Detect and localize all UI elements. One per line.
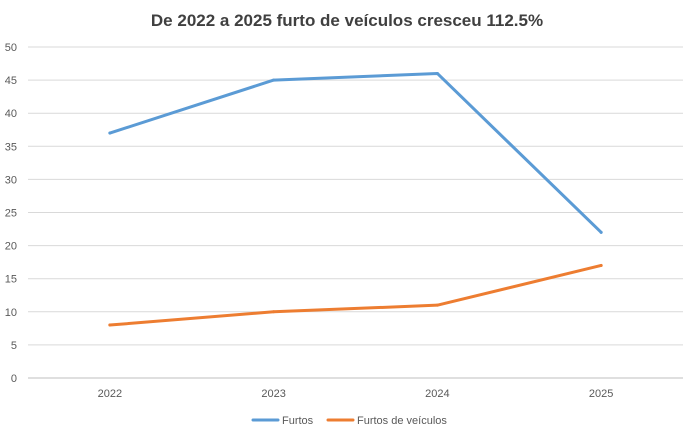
series-lines xyxy=(108,71,603,327)
legend-label: Furtos xyxy=(282,415,314,427)
x-tick-label: 2023 xyxy=(261,388,285,400)
y-tick-label: 10 xyxy=(5,307,17,319)
data-point xyxy=(435,303,439,307)
legend-label: Furtos de veículos xyxy=(357,415,447,427)
data-point xyxy=(272,78,276,82)
y-tick-label: 5 xyxy=(11,340,17,352)
y-tick-label: 45 xyxy=(5,75,17,87)
x-tick-label: 2024 xyxy=(425,388,449,400)
y-axis-ticks: 0 5 10 15 20 25 30 35 40 45 50 xyxy=(5,42,17,385)
data-point xyxy=(108,131,112,135)
data-point xyxy=(435,71,439,75)
series-line-0 xyxy=(108,71,603,234)
data-point xyxy=(108,323,112,327)
chart-title: De 2022 a 2025 furto de veículos cresceu… xyxy=(151,11,543,30)
grid-lines xyxy=(28,46,683,379)
data-point xyxy=(599,230,603,234)
y-tick-label: 25 xyxy=(5,208,17,220)
y-tick-label: 50 xyxy=(5,42,17,54)
series-line-1 xyxy=(108,263,603,327)
data-point xyxy=(599,263,603,267)
y-tick-label: 20 xyxy=(5,241,17,253)
data-point xyxy=(272,310,276,314)
y-tick-label: 15 xyxy=(5,274,17,286)
legend: Furtos Furtos de veículos xyxy=(251,415,447,427)
y-tick-label: 0 xyxy=(11,373,17,385)
x-axis-ticks: 2022 2023 2024 2025 xyxy=(98,388,614,400)
x-tick-label: 2022 xyxy=(98,388,122,400)
x-tick-label: 2025 xyxy=(589,388,613,400)
y-tick-label: 40 xyxy=(5,108,17,120)
y-tick-label: 35 xyxy=(5,141,17,153)
y-tick-label: 30 xyxy=(5,174,17,186)
